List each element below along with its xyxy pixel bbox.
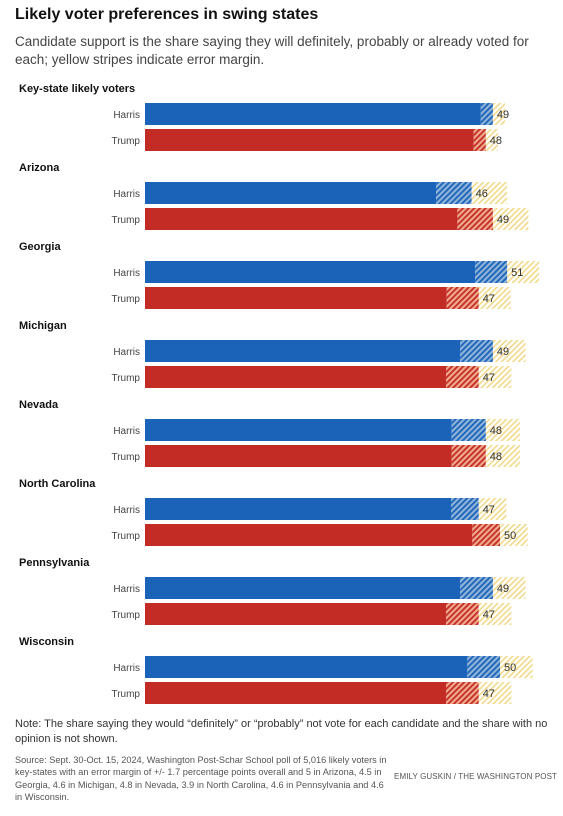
series-label: Harris (113, 347, 140, 358)
error-margin-overlap (460, 340, 493, 362)
data-label: 47 (483, 372, 495, 384)
error-margin-band (478, 498, 507, 520)
harris-bar (145, 340, 461, 362)
series-label: Trump (111, 452, 140, 463)
data-label: 50 (504, 662, 516, 674)
group-label: North Carolina (19, 478, 96, 490)
group-label: Arizona (19, 162, 60, 174)
error-margin-band (485, 419, 520, 441)
error-margin-band (485, 445, 520, 467)
error-margin-overlap (446, 366, 479, 388)
error-margin-band (507, 261, 540, 283)
group-label: Pennsylvania (19, 557, 90, 569)
error-margin-band (478, 682, 512, 704)
series-label: Trump (111, 215, 140, 226)
data-label: 49 (497, 346, 509, 358)
series-label: Harris (113, 584, 140, 595)
harris-bar (145, 261, 476, 283)
chart-note: Note: The share saying they would “defin… (15, 718, 548, 745)
harris-bar (145, 498, 452, 520)
series-label: Trump (111, 136, 140, 147)
group-label: Wisconsin (19, 636, 74, 648)
harris-bar (145, 656, 468, 678)
bar-chart: Key-state likely voters Harris 49 Trump 48 Ar… (19, 83, 540, 704)
error-margin-overlap (460, 577, 493, 599)
error-margin-overlap (467, 656, 500, 678)
data-label: 50 (504, 530, 516, 542)
error-margin-overlap (451, 445, 486, 467)
chart-title: Likely voter preferences in swing states (15, 6, 319, 23)
error-margin-band (478, 603, 512, 625)
trump-bar (145, 682, 447, 704)
error-margin-band (471, 182, 508, 204)
error-margin-overlap (446, 603, 479, 625)
error-margin-overlap (473, 129, 486, 151)
data-label: 47 (483, 688, 495, 700)
data-label: 48 (490, 451, 502, 463)
trump-bar (145, 445, 452, 467)
error-margin-overlap (446, 682, 479, 704)
trump-bar (145, 366, 447, 388)
error-margin-overlap (451, 498, 479, 520)
series-label: Harris (113, 189, 140, 200)
error-margin-overlap (446, 287, 479, 309)
data-label: 47 (483, 293, 495, 305)
error-margin-band (478, 287, 511, 309)
group-label: Michigan (19, 320, 67, 332)
series-label: Harris (113, 663, 140, 674)
harris-bar (145, 103, 481, 125)
group-label: Georgia (19, 241, 61, 253)
series-label: Harris (113, 505, 140, 516)
error-margin-overlap (472, 524, 500, 546)
data-label: 46 (476, 188, 488, 200)
error-margin-band (500, 656, 533, 678)
data-label: 51 (511, 267, 523, 279)
data-label: 48 (490, 135, 502, 147)
error-margin-band (492, 340, 526, 362)
data-label: 49 (497, 109, 509, 121)
series-label: Trump (111, 373, 140, 384)
chart-source: Source: Sept. 30-Oct. 15, 2024, Washingt… (15, 755, 387, 802)
trump-bar (145, 208, 458, 230)
chart-credit: EMILY GUSKIN / THE WASHINGTON POST (394, 772, 557, 781)
series-label: Trump (111, 531, 140, 542)
series-label: Harris (113, 426, 140, 437)
trump-bar (145, 603, 447, 625)
error-margin-overlap (480, 103, 493, 125)
data-label: 47 (483, 609, 495, 621)
data-label: 49 (497, 583, 509, 595)
data-label: 47 (483, 504, 495, 516)
group-label: Nevada (19, 399, 59, 411)
series-label: Harris (113, 268, 140, 279)
harris-bar (145, 182, 437, 204)
error-margin-band (478, 366, 512, 388)
error-margin-band (492, 208, 529, 230)
error-margin-band (492, 103, 505, 125)
group-label: Key-state likely voters (19, 83, 135, 95)
series-label: Trump (111, 610, 140, 621)
trump-bar (145, 129, 474, 151)
series-label: Trump (111, 294, 140, 305)
data-label: 49 (497, 214, 509, 226)
error-margin-overlap (457, 208, 493, 230)
data-label: 48 (490, 425, 502, 437)
error-margin-overlap (475, 261, 508, 283)
error-margin-band (485, 129, 498, 151)
error-margin-overlap (451, 419, 486, 441)
harris-bar (145, 577, 461, 599)
series-label: Trump (111, 689, 140, 700)
error-margin-band (500, 524, 528, 546)
harris-bar (145, 419, 452, 441)
error-margin-band (492, 577, 526, 599)
chart-subtitle: Candidate support is the share saying th… (15, 34, 529, 67)
series-label: Harris (113, 110, 140, 121)
trump-bar (145, 287, 447, 309)
error-margin-overlap (436, 182, 472, 204)
trump-bar (145, 524, 473, 546)
